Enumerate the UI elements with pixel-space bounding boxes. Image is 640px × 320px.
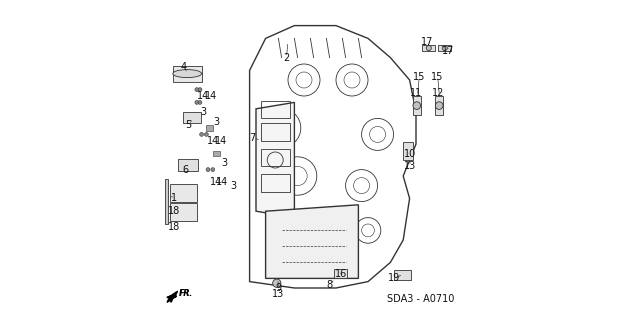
Bar xyxy=(394,270,412,280)
Bar xyxy=(438,45,451,51)
Text: 14: 14 xyxy=(207,136,219,146)
Bar xyxy=(212,151,220,156)
Circle shape xyxy=(200,132,204,136)
Polygon shape xyxy=(266,205,358,278)
Text: 4: 4 xyxy=(181,62,187,72)
Text: 13: 13 xyxy=(272,289,285,300)
Text: 2: 2 xyxy=(284,52,289,63)
Bar xyxy=(422,45,435,51)
Circle shape xyxy=(426,45,431,51)
Text: 14: 14 xyxy=(210,177,222,188)
Text: 18: 18 xyxy=(168,222,180,232)
Polygon shape xyxy=(256,102,294,218)
Circle shape xyxy=(198,88,202,92)
Text: 15: 15 xyxy=(431,72,443,82)
Circle shape xyxy=(413,102,420,109)
Text: 14: 14 xyxy=(197,91,209,101)
Text: 7: 7 xyxy=(250,132,256,143)
Circle shape xyxy=(198,100,202,104)
Text: 9: 9 xyxy=(275,283,282,293)
Text: 13: 13 xyxy=(403,161,416,172)
Bar xyxy=(183,112,201,123)
Circle shape xyxy=(195,88,198,92)
Text: 3: 3 xyxy=(230,180,237,191)
Circle shape xyxy=(273,279,281,287)
Bar xyxy=(173,66,202,82)
Ellipse shape xyxy=(173,70,202,78)
Text: 15: 15 xyxy=(413,72,426,82)
Text: 17: 17 xyxy=(421,36,433,47)
Text: 17: 17 xyxy=(442,46,454,56)
Text: 5: 5 xyxy=(186,120,192,130)
Text: SDA3 - A0710: SDA3 - A0710 xyxy=(387,294,454,304)
Circle shape xyxy=(206,168,210,172)
Text: 14: 14 xyxy=(205,91,218,101)
Text: 11: 11 xyxy=(410,88,422,98)
Text: FR.: FR. xyxy=(179,289,193,298)
Text: 12: 12 xyxy=(432,88,445,98)
Bar xyxy=(178,159,198,171)
Text: 16: 16 xyxy=(335,268,347,279)
Polygon shape xyxy=(167,291,178,302)
Text: 3: 3 xyxy=(200,107,206,117)
Circle shape xyxy=(435,102,443,109)
Text: 3: 3 xyxy=(213,116,219,127)
Text: 14: 14 xyxy=(214,136,227,146)
Bar xyxy=(403,142,413,160)
Circle shape xyxy=(205,132,209,136)
Bar xyxy=(435,96,443,115)
Text: 1: 1 xyxy=(172,193,177,204)
Bar xyxy=(170,184,197,202)
Text: FR.: FR. xyxy=(180,289,193,298)
Text: 6: 6 xyxy=(182,164,189,175)
Text: 8: 8 xyxy=(326,280,333,290)
Bar xyxy=(170,203,197,221)
Bar xyxy=(334,269,347,278)
Text: 10: 10 xyxy=(403,148,416,159)
Text: 14: 14 xyxy=(216,177,228,188)
Polygon shape xyxy=(165,179,168,224)
Circle shape xyxy=(195,100,198,104)
Text: 19: 19 xyxy=(387,273,400,284)
Circle shape xyxy=(211,168,215,172)
Circle shape xyxy=(442,45,447,51)
Bar xyxy=(206,125,214,131)
Text: 18: 18 xyxy=(168,206,180,216)
Text: 3: 3 xyxy=(221,158,227,168)
Bar xyxy=(413,96,421,115)
